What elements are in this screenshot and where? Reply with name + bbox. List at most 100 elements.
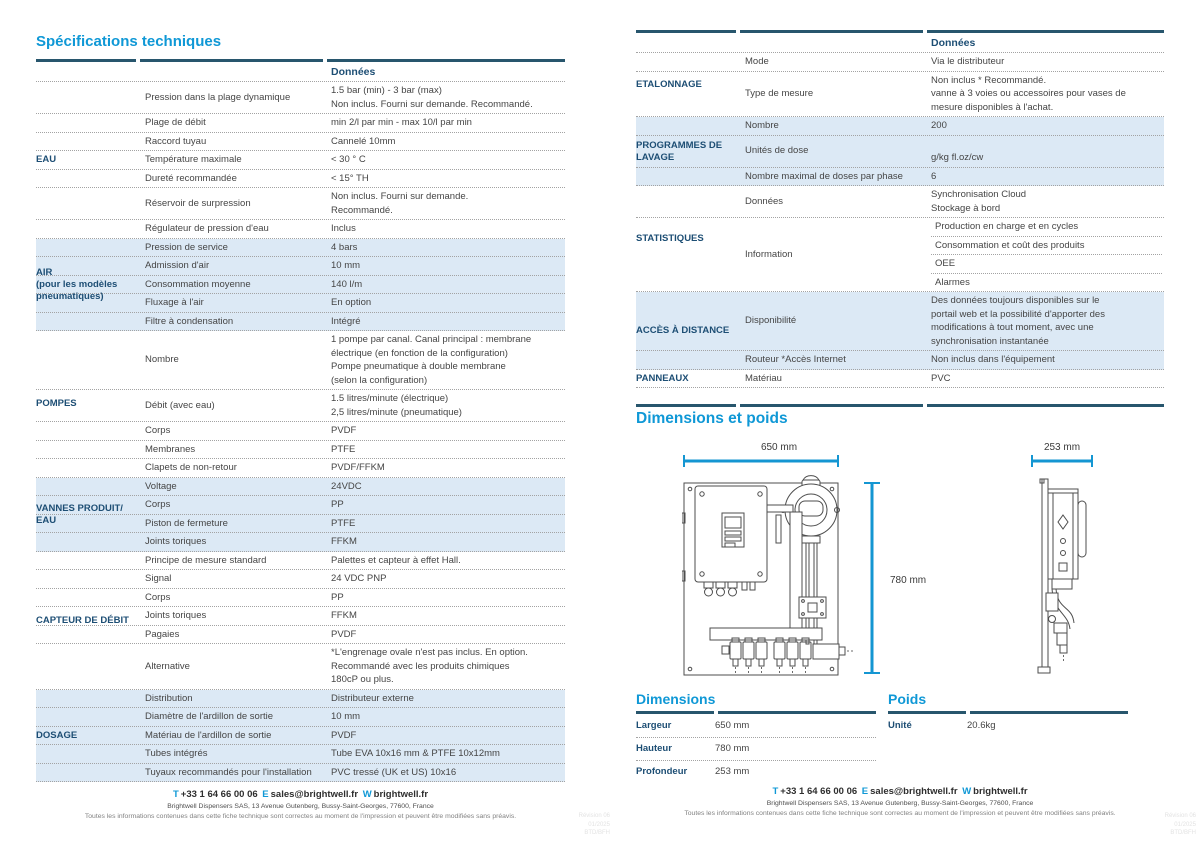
spec-section: PANNEAUX Matériau PVC bbox=[636, 370, 1164, 388]
spec-row: Matériau de l'ardillon de sortie PVDF bbox=[36, 727, 565, 745]
dimension-label: Profondeur bbox=[636, 766, 688, 777]
section-label: DOSAGE bbox=[36, 729, 78, 741]
spec-row: Information Production en charge et en cy… bbox=[636, 218, 1164, 292]
phone-label: T bbox=[172, 789, 179, 800]
spec-row: Distribution Distributeur externe bbox=[36, 690, 565, 708]
dimension-value: 253 mm bbox=[715, 766, 750, 777]
spec-attribute: Membranes bbox=[145, 443, 196, 455]
height-dimension-line bbox=[864, 482, 880, 674]
dimension-label: Unité bbox=[888, 720, 912, 731]
spec-row: Pression de service 4 bars bbox=[36, 239, 565, 257]
spec-attribute: Pression de service bbox=[145, 241, 228, 253]
dimension-row: Hauteur 780 mm bbox=[636, 738, 876, 761]
spec-value: *L'engrenage ovale n'est pas inclus. En … bbox=[331, 647, 528, 685]
spec-attribute: Consommation moyenne bbox=[145, 278, 251, 290]
email-address: sales@brightwell.fr bbox=[270, 789, 359, 800]
spec-subvalue: Production en charge et en cycles bbox=[931, 218, 1162, 237]
spec-row: Membranes PTFE bbox=[36, 441, 565, 459]
email-label: E bbox=[861, 786, 869, 797]
table-rule bbox=[636, 30, 1164, 33]
table-rule bbox=[636, 711, 876, 714]
spec-section: ACCÈS À DISTANCE Disponibilité Des données… bbox=[636, 292, 1164, 370]
spec-attribute: Corps bbox=[145, 425, 171, 436]
spec-row: Température maximale < 30 ° C bbox=[36, 151, 565, 170]
email-label: E bbox=[262, 789, 269, 800]
disclaimer-text: Toutes les informations contenues dans c… bbox=[84, 812, 517, 820]
spec-value: PTFE bbox=[331, 443, 356, 455]
spec-value: PVC tressé (UK et US) 10x16 bbox=[331, 766, 457, 778]
spec-attribute: Nombre bbox=[745, 120, 779, 131]
height-dimension-label: 780 mm bbox=[890, 575, 927, 586]
spec-attribute: Joints toriques bbox=[145, 536, 207, 547]
spec-value: 1 pompe par canal. Canal principal : mem… bbox=[331, 334, 532, 386]
spec-attribute: Unités de dose bbox=[745, 145, 809, 157]
spec-table-right: Données ETALONNAGE Mode Via le distributeur… bbox=[636, 30, 1164, 388]
spec-row: Disponibilité Des données toujours dispon… bbox=[636, 292, 1164, 351]
dimensions-drawing-area: 650 mm 253 mm 780 mm bbox=[636, 437, 1164, 693]
spec-attribute: Distribution bbox=[145, 692, 193, 704]
spec-attribute: Régulateur de pression d'eau bbox=[145, 223, 269, 234]
spec-attribute: Piston de fermeture bbox=[145, 517, 228, 529]
section-label: ACCÈS À DISTANCE bbox=[636, 324, 730, 336]
spec-attribute: Réservoir de surpression bbox=[145, 197, 251, 209]
spec-row: Piston de fermeture PTFE bbox=[36, 515, 565, 533]
spec-subvalue: Alarmes bbox=[935, 276, 970, 288]
section-label: PROGRAMMES DE LAVAGE bbox=[636, 139, 723, 163]
spec-value: PP bbox=[331, 499, 344, 510]
spec-value: Tube EVA 10x16 mm & PTFE 10x12mm bbox=[331, 748, 500, 759]
spec-value: 6 bbox=[931, 170, 937, 182]
spec-attribute: Pagaies bbox=[145, 628, 180, 640]
spec-attribute: Information bbox=[745, 248, 793, 260]
dimensions-section-title: Dimensions et poids bbox=[636, 410, 788, 427]
spec-value: FFKM bbox=[331, 610, 357, 621]
spec-attribute: Fluxage à l'air bbox=[145, 297, 204, 308]
spec-section: EAU Pression dans la plage dynamique 1.5 b… bbox=[36, 82, 565, 239]
spec-row: Tubes intégrés Tube EVA 10x16 mm & PTFE 1… bbox=[36, 745, 565, 764]
table-bottom-rule bbox=[636, 404, 1164, 407]
revision-note: Révision 06 01/2025 BTD/BFH bbox=[1164, 813, 1196, 836]
spec-value: En option bbox=[331, 297, 372, 308]
spec-row: Joints toriques FFKM bbox=[36, 607, 565, 626]
spec-row: Nombre 200 bbox=[636, 117, 1164, 136]
width-dimension-label: 650 mm bbox=[760, 442, 798, 453]
spec-row: Raccord tuyau Cannelé 10mm bbox=[36, 133, 565, 151]
phone-number: +33 1 64 66 00 06 bbox=[780, 786, 858, 797]
spec-value: Palettes et capteur à effet Hall. bbox=[331, 554, 461, 566]
spec-attribute: Filtre à condensation bbox=[145, 315, 234, 327]
subsection-title: Poids bbox=[888, 691, 927, 707]
spec-row: Corps PVDF bbox=[36, 422, 565, 441]
spec-attribute: Plage de débit bbox=[145, 117, 206, 128]
spec-attribute: Admission d'air bbox=[145, 260, 210, 271]
depth-dimension-label: 253 mm bbox=[1043, 442, 1081, 453]
spec-row: Voltage 24VDC bbox=[36, 478, 565, 496]
spec-section: POMPES Nombre 1 pompe par canal. Canal pri… bbox=[36, 331, 565, 478]
spec-value: Inclus bbox=[331, 223, 356, 234]
web-address: brightwell.fr bbox=[973, 786, 1028, 797]
spec-value: 24VDC bbox=[331, 480, 362, 492]
spec-row: Principe de mesure standard Palettes et c… bbox=[36, 552, 565, 570]
spec-row: Pression dans la plage dynamique 1.5 bar … bbox=[36, 82, 565, 114]
table-header-donnees: Données bbox=[36, 62, 565, 82]
dimension-label: Hauteur bbox=[636, 743, 672, 754]
spec-attribute: Diamètre de l'ardillon de sortie bbox=[145, 711, 274, 722]
spec-value: Production en charge et en cycles Consomm… bbox=[931, 218, 1164, 291]
spec-value: 24 VDC PNP bbox=[331, 573, 387, 584]
spec-attribute: Nombre maximal de doses par phase bbox=[745, 170, 903, 182]
spec-section: PROGRAMMES DE LAVAGE Nombre 200 Unités de do… bbox=[636, 117, 1164, 186]
spec-value: PVDF bbox=[331, 628, 357, 640]
spec-row: Débit (avec eau) 1.5 litres/minute (élect… bbox=[36, 390, 565, 422]
spec-row: Joints toriques FFKM bbox=[36, 533, 565, 552]
spec-row: Tuyaux recommandés pour l'installation PV… bbox=[36, 764, 565, 782]
spec-attribute: Matériau de l'ardillon de sortie bbox=[145, 729, 272, 741]
spec-row: Nombre 1 pompe par canal. Canal principal… bbox=[36, 331, 565, 390]
spec-value: 1.5 bar (min) - 3 bar (max) Non inclus. F… bbox=[331, 85, 533, 110]
spec-attribute: Dureté recommandée bbox=[145, 172, 237, 184]
subsection-title: Dimensions bbox=[636, 691, 716, 707]
front-view-drawing bbox=[682, 455, 853, 676]
spec-row: Corps PP bbox=[36, 589, 565, 607]
spec-row: Dureté recommandée < 15° TH bbox=[36, 170, 565, 188]
section-label: POMPES bbox=[36, 398, 77, 410]
spec-row: Filtre à condensation Intégré bbox=[36, 313, 565, 331]
